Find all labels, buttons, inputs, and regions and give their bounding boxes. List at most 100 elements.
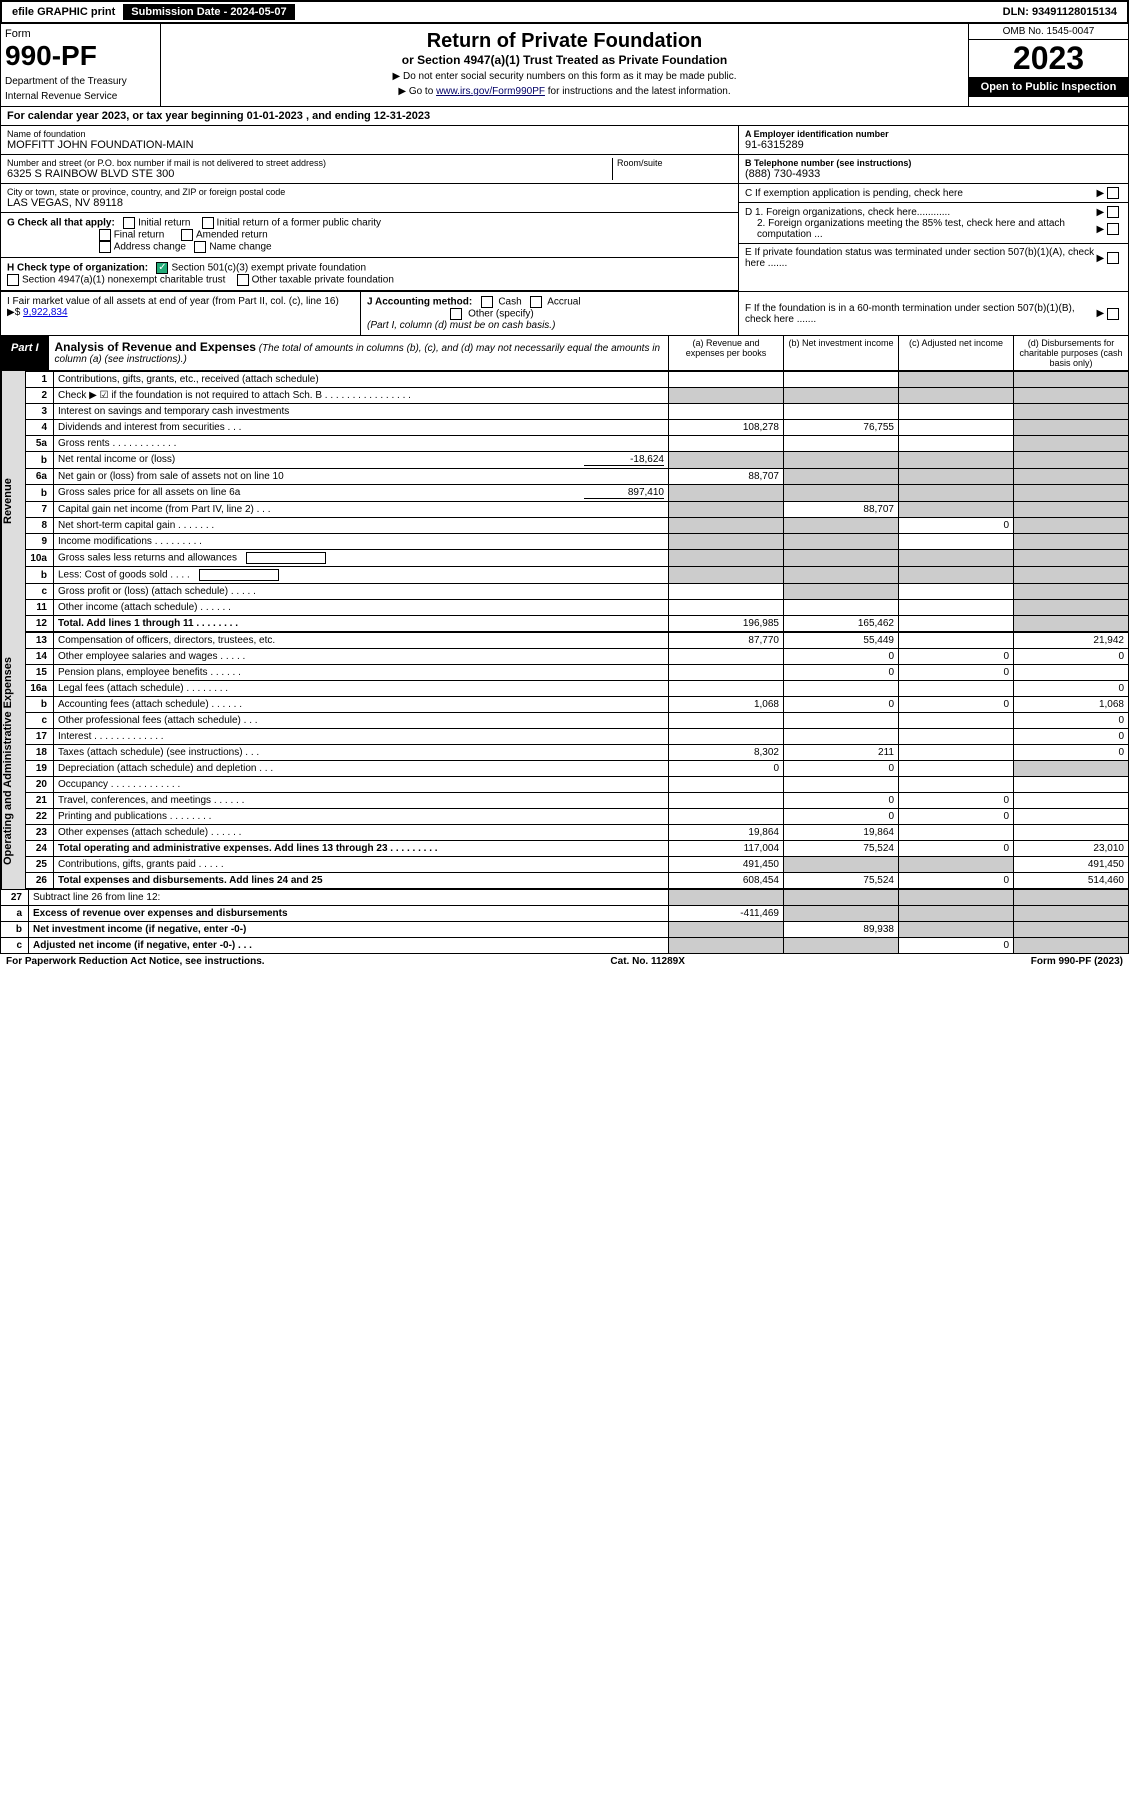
cell-value: [899, 633, 1014, 649]
opt-accrual: Accrual: [547, 297, 580, 308]
part1-header: Part I Analysis of Revenue and Expenses …: [0, 336, 1129, 371]
cell-value: 0: [899, 841, 1014, 857]
cb-e[interactable]: [1107, 252, 1119, 264]
row-desc: Compensation of officers, directors, tru…: [54, 633, 669, 649]
cell-grey: [899, 372, 1014, 388]
row-desc: Dividends and interest from securities .…: [54, 420, 669, 436]
col-d-hdr: (d) Disbursements for charitable purpose…: [1013, 336, 1128, 370]
cell-grey: [1014, 502, 1129, 518]
cell-grey: [784, 485, 899, 502]
info-grid: Name of foundation MOFFITT JOHN FOUNDATI…: [0, 126, 1129, 292]
cell-grey: [784, 584, 899, 600]
part1-title: Analysis of Revenue and Expenses: [55, 340, 256, 354]
room-label: Room/suite: [617, 158, 732, 168]
table-row: 4Dividends and interest from securities …: [26, 420, 1129, 436]
row-desc: Travel, conferences, and meetings . . . …: [54, 793, 669, 809]
cb-501c3[interactable]: [156, 262, 168, 274]
opt-former: Initial return of a former public charit…: [217, 218, 382, 229]
row-num: b: [26, 452, 54, 469]
row-num: a: [1, 906, 29, 922]
cb-amended[interactable]: [181, 229, 193, 241]
cell-grey: [1014, 938, 1129, 954]
cell-grey: [899, 388, 1014, 404]
efile-label[interactable]: efile GRAPHIC print: [4, 6, 123, 18]
cell-value: [899, 436, 1014, 452]
h-row: H Check type of organization: Section 50…: [1, 258, 738, 291]
cell-grey: [1014, 534, 1129, 550]
cb-initial-return[interactable]: [123, 217, 135, 229]
cell-grey: [1014, 890, 1129, 906]
row-desc: Contributions, gifts, grants paid . . . …: [54, 857, 669, 873]
cell-value: 0: [899, 938, 1014, 954]
cell-grey: [669, 922, 784, 938]
cell-value: [784, 600, 899, 616]
arrow-icon: ▶: [1097, 188, 1105, 199]
cell-grey: [784, 857, 899, 873]
arrow-icon: ▶: [1097, 207, 1105, 218]
cb-initial-former[interactable]: [202, 217, 214, 229]
col-b-hdr: (b) Net investment income: [783, 336, 898, 370]
cell-value: [899, 761, 1014, 777]
row-desc: Other income (attach schedule) . . . . .…: [54, 600, 669, 616]
row-num: 7: [26, 502, 54, 518]
cb-name[interactable]: [194, 241, 206, 253]
cell-grey: [784, 938, 899, 954]
cell-value: -411,469: [669, 906, 784, 922]
tax-year: 2023: [969, 40, 1128, 77]
cb-4947[interactable]: [7, 274, 19, 286]
footer-left: For Paperwork Reduction Act Notice, see …: [6, 956, 265, 967]
irs-link[interactable]: www.irs.gov/Form990PF: [436, 86, 545, 97]
cell-grey: [669, 938, 784, 954]
table-row: 19Depreciation (attach schedule) and dep…: [26, 761, 1129, 777]
cb-d2[interactable]: [1107, 223, 1119, 235]
cell-value: [899, 616, 1014, 632]
cell-value: [669, 809, 784, 825]
table-row: bNet rental income or (loss) -18,624: [26, 452, 1129, 469]
cell-grey: [784, 890, 899, 906]
row-num: 23: [26, 825, 54, 841]
table-row: 5aGross rents . . . . . . . . . . . .: [26, 436, 1129, 452]
dln-label: DLN: 93491128015134: [995, 6, 1125, 18]
arrow-icon: ▶: [1097, 253, 1105, 264]
cell-grey: [669, 518, 784, 534]
cell-value: 0: [899, 665, 1014, 681]
row-num: 12: [26, 616, 54, 632]
part1-tag: Part I: [1, 336, 49, 370]
cell-grey: [669, 890, 784, 906]
cb-accrual[interactable]: [530, 296, 542, 308]
row-num: 3: [26, 404, 54, 420]
d1-label: D 1. Foreign organizations, check here..…: [745, 207, 1097, 218]
row-num: 10a: [26, 550, 54, 567]
opt-name: Name change: [209, 242, 271, 253]
fmv-link[interactable]: 9,922,834: [23, 307, 68, 318]
row-desc: Total. Add lines 1 through 11 . . . . . …: [54, 616, 669, 632]
cell-grey: [669, 567, 784, 584]
expenses-section: Operating and Administrative Expenses 13…: [0, 632, 1129, 889]
cell-value: 514,460: [1014, 873, 1129, 889]
cb-address[interactable]: [99, 241, 111, 253]
row-num: 19: [26, 761, 54, 777]
row-num: 4: [26, 420, 54, 436]
cb-f[interactable]: [1107, 308, 1119, 320]
cell-grey: [1014, 485, 1129, 502]
cell-value: 19,864: [784, 825, 899, 841]
cb-final[interactable]: [99, 229, 111, 241]
cb-c[interactable]: [1107, 187, 1119, 199]
row-num: 26: [26, 873, 54, 889]
table-row: 11Other income (attach schedule) . . . .…: [26, 600, 1129, 616]
cb-other-tax[interactable]: [237, 274, 249, 286]
cb-cash[interactable]: [481, 296, 493, 308]
c-label: C If exemption application is pending, c…: [745, 188, 1097, 199]
cell-value: 21,942: [1014, 633, 1129, 649]
foundation-name: MOFFITT JOHN FOUNDATION-MAIN: [7, 139, 732, 151]
cell-grey: [899, 550, 1014, 567]
cell-value: 0: [784, 809, 899, 825]
cb-d1[interactable]: [1107, 206, 1119, 218]
row-desc: Gross rents . . . . . . . . . . . .: [54, 436, 669, 452]
row-num: 11: [26, 600, 54, 616]
cell-grey: [899, 469, 1014, 485]
cell-value: [899, 600, 1014, 616]
cb-other-acct[interactable]: [450, 308, 462, 320]
cell-value: [1014, 665, 1129, 681]
cell-value: 0: [784, 761, 899, 777]
